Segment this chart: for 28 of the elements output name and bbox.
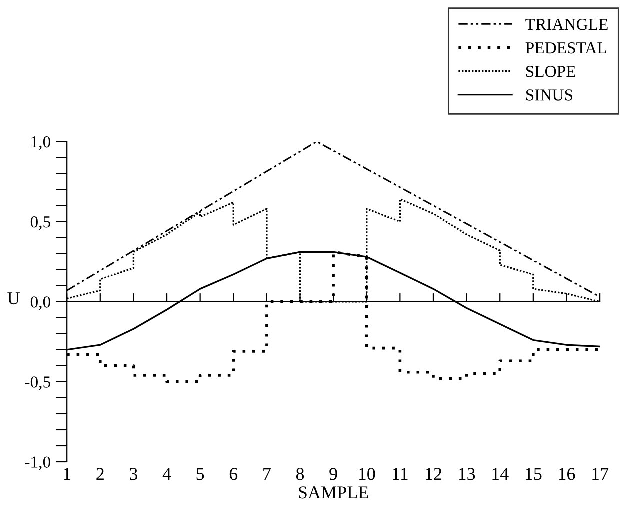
x-tick-label: 5: [196, 468, 204, 480]
x-tick-label: 13: [459, 468, 476, 480]
x-tick-label: 17: [592, 468, 609, 480]
x-tick-label: 16: [559, 468, 576, 480]
legend-label: SINUS: [526, 90, 572, 101]
y-tick-label: 1,0: [32, 136, 50, 150]
x-tick-label: 10: [359, 468, 376, 480]
x-tick-label: 4: [162, 468, 172, 480]
x-tick-label: 1: [64, 468, 71, 480]
y-tick-label: 0,0: [30, 296, 50, 310]
y-tick-label: -1,0: [25, 456, 50, 470]
y-tick-label: 0,5: [30, 216, 50, 230]
x-tick-label: 11: [393, 468, 408, 480]
x-tick-label: 15: [526, 468, 542, 480]
legend-label: PEDESTAL: [526, 42, 606, 54]
x-tick-label: 7: [264, 468, 271, 480]
x-tick-label: 9: [330, 468, 338, 480]
x-tick-label: 8: [296, 468, 304, 480]
x-tick-label: 2: [96, 468, 104, 480]
x-axis-title: SAMPLE: [299, 486, 368, 499]
legend-label: SLOPE: [526, 66, 576, 78]
legend-label: TRIANGLE: [526, 18, 608, 30]
y-tick-label: -0,5: [25, 376, 50, 390]
x-tick-label: 3: [130, 468, 138, 480]
x-tick-label: 6: [230, 468, 238, 480]
x-tick-label: 12: [426, 468, 442, 480]
x-tick-label: 14: [492, 468, 509, 480]
y-axis-title: U: [8, 292, 20, 305]
